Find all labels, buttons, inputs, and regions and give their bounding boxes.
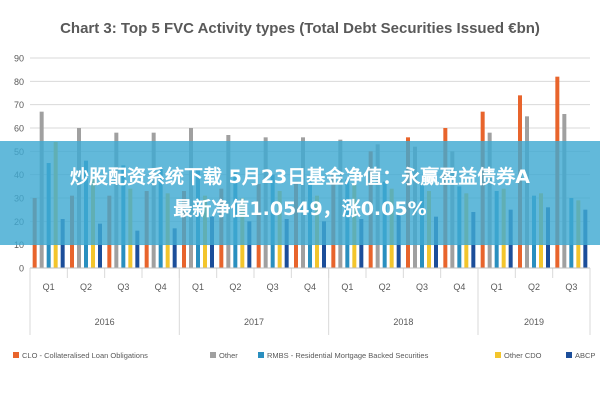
year-label: 2019 — [524, 317, 544, 327]
y-tick-label: 70 — [14, 100, 24, 110]
x-tick-label: Q3 — [117, 282, 129, 292]
y-tick-label: 60 — [14, 124, 24, 134]
bar — [172, 228, 177, 268]
headline-banner: 炒股配资系统下载 5月23日基金净值：永赢盈益债券A 最新净值1.0549，涨0… — [0, 141, 600, 245]
legend-label: RMBS - Residential Mortgage Backed Secur… — [267, 351, 429, 360]
x-tick-label: Q1 — [43, 282, 55, 292]
year-label: 2016 — [95, 317, 115, 327]
legend-swatch — [495, 352, 501, 358]
legend-swatch — [258, 352, 264, 358]
x-tick-label: Q3 — [416, 282, 428, 292]
legend-label: Other CDO — [504, 351, 542, 360]
legend-label: Other — [219, 351, 238, 360]
x-tick-label: Q1 — [491, 282, 503, 292]
legend-label: ABCP — [575, 351, 595, 360]
bar — [135, 230, 140, 268]
bar — [98, 223, 102, 268]
x-tick-label: Q1 — [192, 282, 204, 292]
y-tick-label: 0 — [19, 264, 24, 274]
x-tick-label: Q4 — [155, 282, 167, 292]
headline-line-2: 最新净值1.0549，涨0.05% — [173, 198, 427, 220]
x-tick-label: Q2 — [379, 282, 391, 292]
x-tick-label: Q1 — [341, 282, 353, 292]
y-tick-label: 80 — [14, 77, 24, 87]
chart-title: Chart 3: Top 5 FVC Activity types (Total… — [60, 20, 540, 37]
year-label: 2018 — [393, 317, 413, 327]
y-tick-label: 10 — [14, 240, 24, 250]
x-tick-label: Q2 — [528, 282, 540, 292]
y-tick-label: 90 — [14, 54, 24, 64]
legend-swatch — [210, 352, 216, 358]
x-tick-label: Q4 — [453, 282, 465, 292]
legend-swatch — [566, 352, 572, 358]
x-tick-label: Q3 — [565, 282, 577, 292]
legend-swatch — [13, 352, 19, 358]
legend-label: CLO - Collateralised Loan Obligations — [22, 351, 148, 360]
x-tick-label: Q4 — [304, 282, 316, 292]
headline-line-1: 炒股配资系统下载 5月23日基金净值：永赢盈益债券A — [70, 166, 530, 188]
x-tick-label: Q2 — [229, 282, 241, 292]
year-label: 2017 — [244, 317, 264, 327]
x-tick-label: Q2 — [80, 282, 92, 292]
x-tick-label: Q3 — [267, 282, 279, 292]
